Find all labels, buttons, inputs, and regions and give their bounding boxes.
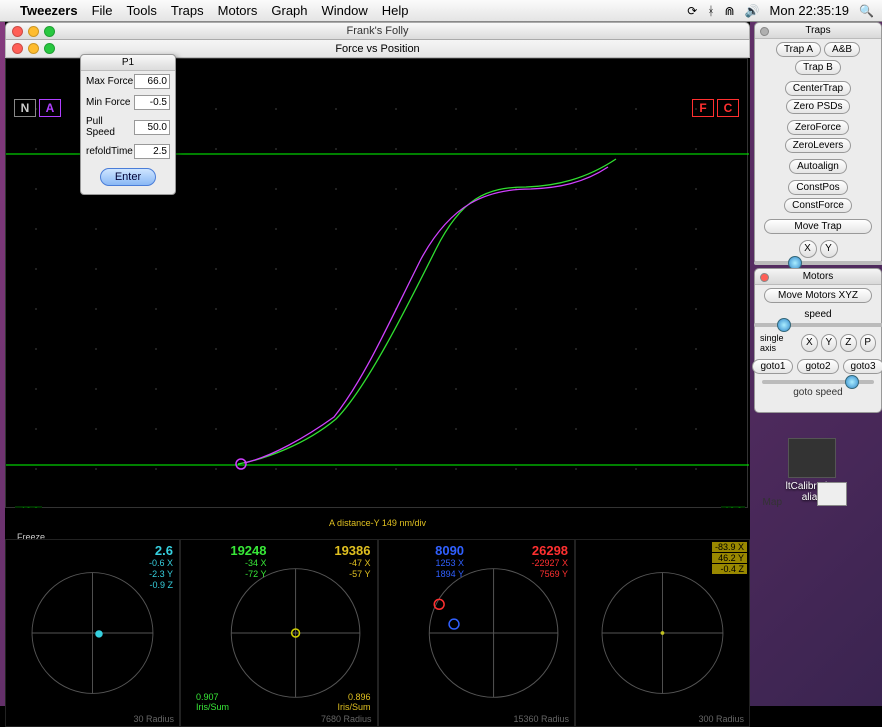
move-trap-button[interactable]: Move Trap [764, 219, 872, 234]
axis-x-button[interactable]: X [801, 334, 817, 352]
p1-panel[interactable]: P1 Max Force Min Force Pull Speed refold… [80, 54, 176, 195]
traffic-lights-2[interactable] [12, 43, 55, 54]
autoalign-button[interactable]: Autoalign [789, 159, 847, 174]
cp2-radius: 7680 Radius [321, 714, 372, 724]
p1-minforce-input[interactable] [134, 95, 170, 110]
cross-panel-3[interactable]: 8090 1253 X1894 Y 26298 -22927 X7569 Y 1… [378, 539, 576, 727]
menu-tools[interactable]: Tools [127, 3, 157, 18]
bluetooth-icon[interactable]: ᚼ [707, 4, 714, 18]
cross-panel-1[interactable]: 2.6 -0.6 X-2.3 Y-0.9 Z 30 Radius [5, 539, 180, 727]
cp2-lines: -34 X-72 Y [245, 558, 267, 580]
motors-palette[interactable]: Motors Move Motors XYZ speed single axis… [754, 268, 882, 413]
btn-c[interactable]: C [717, 99, 739, 117]
traffic-lights[interactable] [12, 26, 55, 37]
plot-title: Force vs Position [335, 43, 419, 55]
menu-traps[interactable]: Traps [171, 3, 204, 18]
spotlight-icon[interactable]: 🔍 [859, 4, 874, 18]
volume-icon[interactable]: 🔊 [745, 4, 760, 18]
single-axis-label: single axis [760, 333, 798, 353]
cp1-radius: 30 Radius [133, 714, 174, 724]
cross-panel-4[interactable]: -83.9 X46.2 Y-0.4 Z 300 Radius [575, 539, 750, 727]
menu-graph[interactable]: Graph [271, 3, 307, 18]
cp1-lines: -0.6 X-2.3 Y-0.9 Z [149, 558, 173, 591]
p1-pullspeed-label: Pull Speed [86, 116, 134, 138]
p1-enter-button[interactable]: Enter [100, 168, 156, 186]
p1-maxforce-label: Max Force [86, 76, 134, 87]
axis-y-button[interactable]: Y [821, 334, 837, 352]
cp5-lines: -22927 X7569 Y [532, 558, 569, 580]
btn-a[interactable]: A [39, 99, 61, 117]
crosshair-row: 2.6 -0.6 X-2.3 Y-0.9 Z 30 Radius 19248 -… [5, 539, 750, 727]
p1-pullspeed-input[interactable] [134, 120, 170, 135]
menu-file[interactable]: File [92, 3, 113, 18]
goto-speed-label: goto speed [755, 387, 881, 402]
trap-ab-button[interactable]: A&B [824, 42, 860, 57]
motor-speed-slider[interactable] [754, 323, 882, 327]
cp2-iris: 0.907Iris/Sum [196, 692, 229, 712]
trap-b-button[interactable]: Trap B [795, 60, 841, 75]
map-label: Map [763, 497, 782, 508]
menubar-clock[interactable]: Mon 22:35:19 [770, 3, 850, 18]
p1-refold-input[interactable] [134, 144, 170, 159]
cp1-value: 2.6 [155, 543, 173, 558]
constforce-button[interactable]: ConstForce [784, 198, 852, 213]
wifi-icon[interactable]: ⋒ [725, 4, 735, 18]
cp4-value: 8090 [435, 543, 464, 558]
cp3-lines: -47 X-57 Y [349, 558, 371, 580]
menu-window[interactable]: Window [322, 3, 368, 18]
p1-minforce-label: Min Force [86, 97, 134, 108]
constpos-button[interactable]: ConstPos [788, 180, 847, 195]
trap-a-button[interactable]: Trap A [776, 42, 821, 57]
cp2-value: 19248 [230, 543, 266, 558]
zeropsds-button[interactable]: Zero PSDs [786, 99, 851, 114]
axis-z-button[interactable]: Z [840, 334, 856, 352]
traps-palette[interactable]: Traps Trap A A&B Trap B CenterTrap Zero … [754, 22, 882, 265]
folly-titlebar[interactable]: Frank's Folly [5, 22, 750, 40]
cp4-lines: 1253 X1894 Y [436, 558, 465, 580]
distance-label: A distance-Y 149 nm/div [329, 518, 426, 528]
zerolevers-button[interactable]: ZeroLevers [785, 138, 852, 153]
cp4-radius: 15360 Radius [513, 714, 569, 724]
corner-buttons-left: N A [14, 99, 61, 117]
goto1-button[interactable]: goto1 [752, 359, 793, 374]
goto3-button[interactable]: goto3 [843, 359, 882, 374]
traps-title[interactable]: Traps [755, 23, 881, 39]
sync-icon[interactable]: ⟳ [687, 4, 697, 18]
p1-title: P1 [81, 55, 175, 71]
cp3-iris: 0.896Iris/Sum [337, 692, 370, 712]
small-thumb[interactable] [817, 482, 847, 506]
p1-maxforce-input[interactable] [134, 74, 170, 89]
btn-f[interactable]: F [692, 99, 714, 117]
cp3-value: 19386 [334, 543, 370, 558]
mac-menubar: Tweezers File Tools Traps Motors Graph W… [0, 0, 882, 22]
cross-panel-2[interactable]: 19248 -34 X-72 Y 19386 -47 X-57 Y 0.907I… [180, 539, 378, 727]
desktop: Frank's Folly Force vs Position N A F [0, 22, 882, 706]
centertrap-button[interactable]: CenterTrap [785, 81, 851, 96]
cp5-radius: 300 Radius [698, 714, 744, 724]
app-name[interactable]: Tweezers [20, 3, 78, 18]
menu-help[interactable]: Help [382, 3, 409, 18]
cp5-value: 26298 [532, 543, 568, 558]
corner-buttons-right: F C [692, 99, 739, 117]
axis-p-button[interactable]: P [860, 334, 876, 352]
p1-refold-label: refoldTime [86, 146, 134, 157]
menu-motors[interactable]: Motors [218, 3, 258, 18]
trap-slider[interactable] [754, 261, 882, 265]
folly-title: Frank's Folly [347, 25, 409, 37]
goto-speed-slider[interactable] [762, 380, 874, 384]
icon-thumb [788, 438, 836, 478]
btn-n[interactable]: N [14, 99, 36, 117]
move-motors-button[interactable]: Move Motors XYZ [764, 288, 872, 303]
motors-title[interactable]: Motors [755, 269, 881, 285]
cp5-cbox: -83.9 X46.2 Y-0.4 Z [712, 542, 747, 574]
zeroforce-button[interactable]: ZeroForce [787, 120, 849, 135]
goto2-button[interactable]: goto2 [797, 359, 838, 374]
